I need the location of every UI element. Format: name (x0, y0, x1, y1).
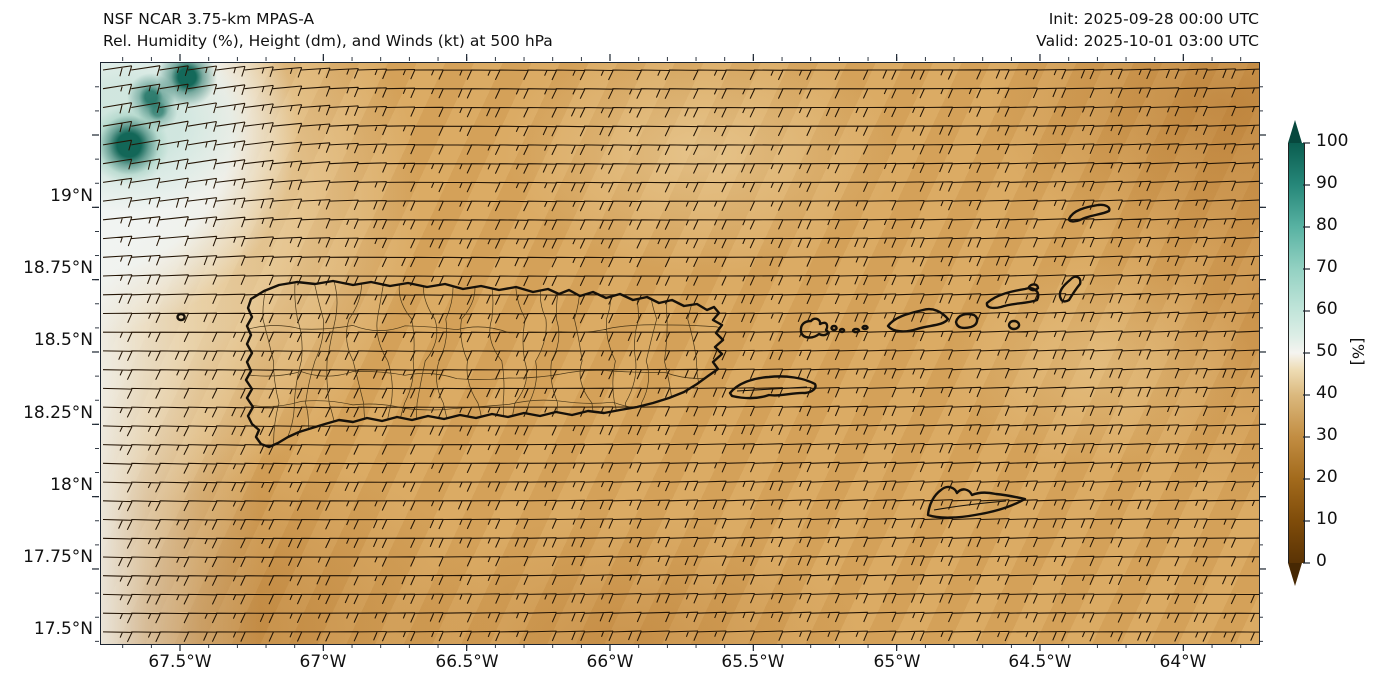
x-tick-label: 67°W (299, 652, 347, 672)
colorbar-unit-label: [%] (1348, 337, 1368, 366)
municipal-boundaries (248, 281, 723, 446)
colorbar-tick-label: 100 (1316, 131, 1349, 151)
map-overlay-svg (102, 65, 1259, 643)
y-tick-label: 17.5°N (33, 619, 93, 639)
colorbar-tick-label: 10 (1316, 509, 1338, 529)
y-tick-label: 19°N (50, 186, 93, 206)
colorbar-tick-label: 90 (1316, 173, 1338, 193)
x-tick-label: 66°W (586, 652, 634, 672)
x-tick-label: 65°W (873, 652, 921, 672)
colorbar-tick-label: 80 (1316, 215, 1338, 235)
fields-subtitle: Rel. Humidity (%), Height (dm), and Wind… (103, 32, 553, 50)
y-tick-label: 18.75°N (23, 258, 93, 278)
colorbar-tick-label: 70 (1316, 257, 1338, 277)
y-axis-labels: 19°N 18.75°N 18.5°N 18.25°N 18°N 17.75°N… (0, 62, 93, 643)
model-title: NSF NCAR 3.75-km MPAS-A (103, 10, 315, 28)
y-tick-label: 17.75°N (23, 547, 93, 567)
y-tick-label: 18.5°N (33, 330, 93, 350)
colorbar (1288, 143, 1305, 563)
colorbar-tick-label: 40 (1316, 383, 1338, 403)
wind-barbs-layer (102, 65, 1259, 643)
coastlines (176, 203, 1111, 519)
x-tick-label: 67.5°W (148, 652, 212, 672)
colorbar-tick-label: 60 (1316, 299, 1338, 319)
colorbar-tick-label: 50 (1316, 341, 1338, 361)
init-time: Init: 2025-09-28 00:00 UTC (1048, 10, 1259, 28)
x-tick-label: 65.5°W (721, 652, 785, 672)
x-tick-label: 64°W (1159, 652, 1207, 672)
plot-title-block: NSF NCAR 3.75-km MPAS-A Rel. Humidity (%… (103, 8, 553, 52)
colorbar-bottom-arrow (1288, 563, 1302, 586)
colorbar-tick-label: 0 (1316, 551, 1327, 571)
valid-time: Valid: 2025-10-01 03:00 UTC (1036, 32, 1259, 50)
colorbar-tick-label: 30 (1316, 425, 1338, 445)
colorbar-top-arrow (1288, 120, 1302, 143)
map-plot-area (100, 62, 1260, 645)
colorbar-tick-label: 20 (1316, 467, 1338, 487)
x-tick-label: 66.5°W (435, 652, 499, 672)
y-tick-label: 18°N (50, 475, 93, 495)
y-tick-label: 18.25°N (23, 403, 93, 423)
x-tick-label: 64.5°W (1008, 652, 1072, 672)
plot-time-block: Init: 2025-09-28 00:00 UTC Valid: 2025-1… (0, 8, 1259, 52)
